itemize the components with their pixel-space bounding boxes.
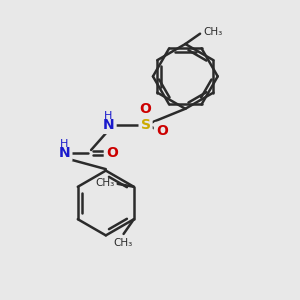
Text: CH₃: CH₃ bbox=[113, 238, 132, 248]
Text: O: O bbox=[106, 146, 118, 160]
Text: H: H bbox=[104, 110, 112, 121]
Text: CH₃: CH₃ bbox=[203, 27, 222, 37]
Text: CH₃: CH₃ bbox=[95, 178, 115, 188]
Text: O: O bbox=[140, 102, 152, 116]
Text: S: S bbox=[141, 118, 151, 132]
Text: N: N bbox=[103, 118, 115, 132]
Text: O: O bbox=[156, 124, 168, 138]
Text: N: N bbox=[59, 146, 70, 160]
Text: H: H bbox=[60, 139, 68, 148]
